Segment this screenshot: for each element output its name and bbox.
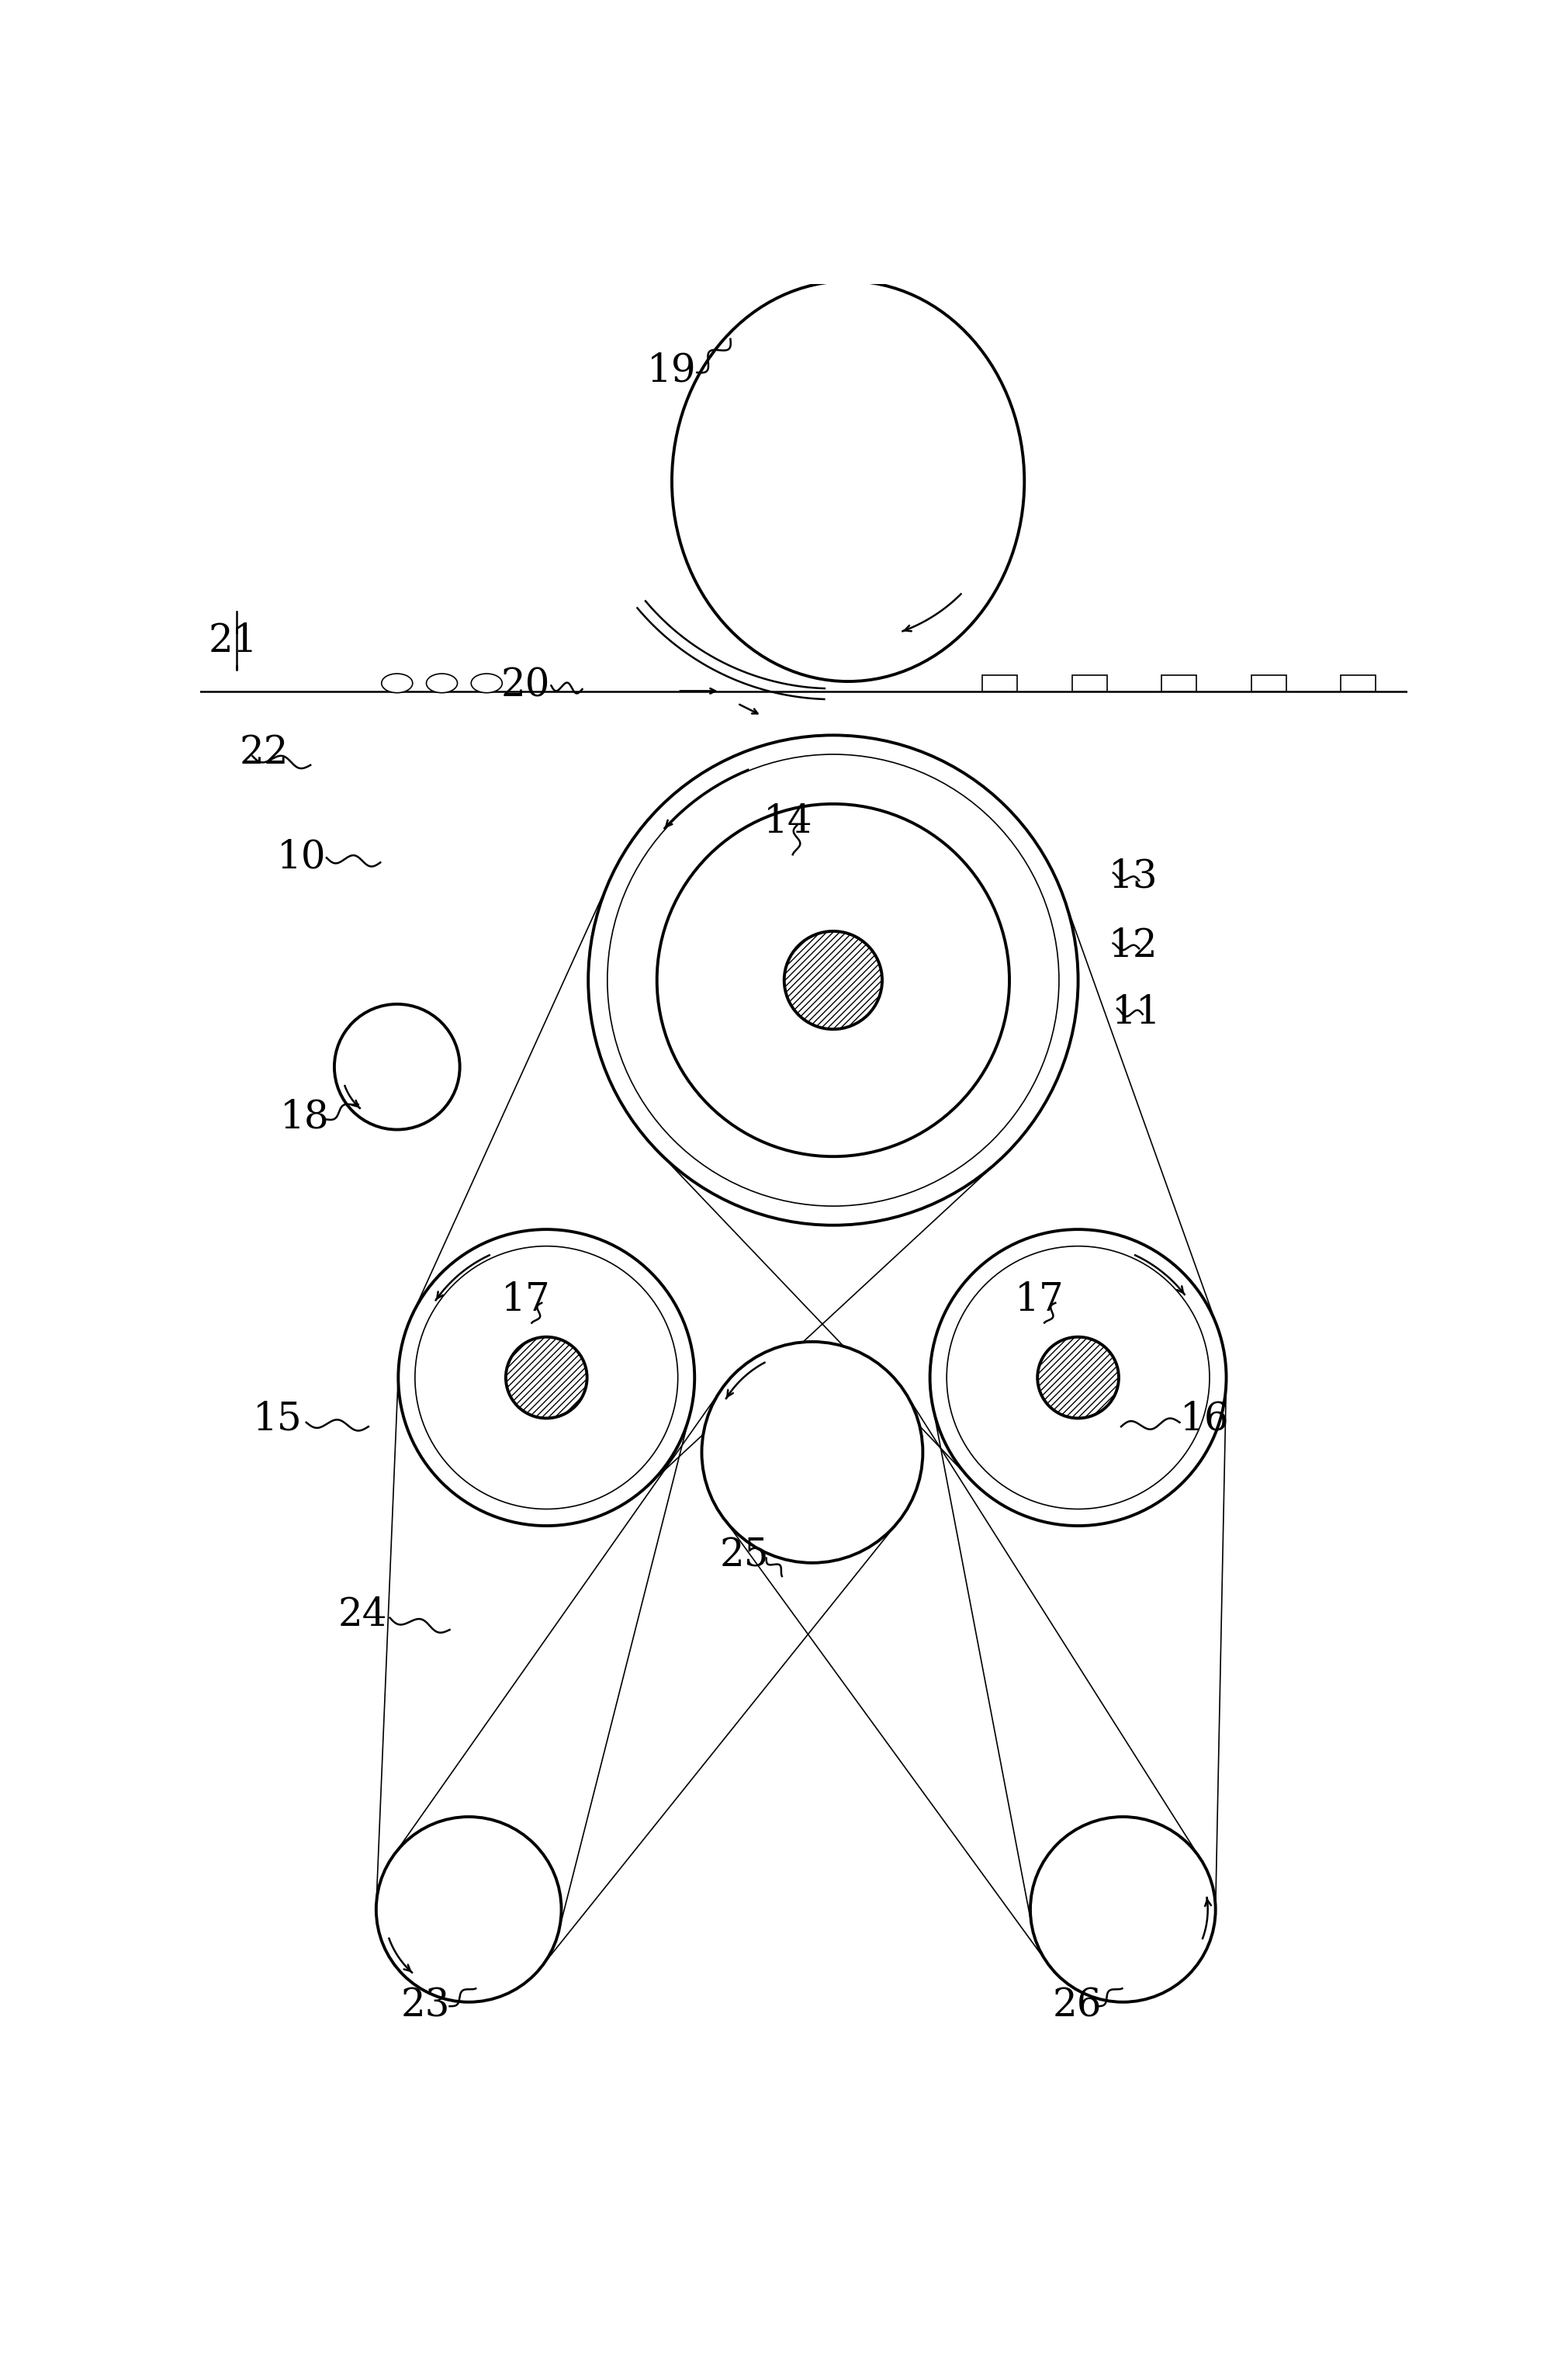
Text: 25: 25 (720, 1536, 770, 1574)
Circle shape (376, 1818, 561, 2002)
Text: 23: 23 (401, 1986, 450, 2026)
Circle shape (1030, 1818, 1215, 2002)
Text: 18: 18 (279, 1098, 329, 1136)
Circle shape (588, 736, 1079, 1226)
Text: 24: 24 (337, 1595, 387, 1636)
FancyBboxPatch shape (1162, 675, 1196, 691)
Circle shape (702, 1342, 924, 1562)
Text: 10: 10 (278, 838, 326, 876)
FancyBboxPatch shape (983, 675, 1018, 691)
Circle shape (506, 1337, 586, 1418)
Text: 14: 14 (764, 802, 814, 840)
Circle shape (784, 930, 883, 1030)
Circle shape (657, 805, 1010, 1157)
Ellipse shape (381, 675, 412, 694)
FancyBboxPatch shape (1251, 675, 1286, 691)
Text: 12: 12 (1109, 928, 1157, 966)
Circle shape (334, 1004, 459, 1129)
Ellipse shape (470, 675, 502, 694)
Text: 17: 17 (500, 1281, 550, 1318)
Text: 11: 11 (1112, 994, 1162, 1032)
Text: 19: 19 (648, 350, 696, 391)
FancyBboxPatch shape (1341, 675, 1375, 691)
Circle shape (398, 1228, 695, 1527)
Circle shape (947, 1245, 1209, 1510)
Text: 13: 13 (1109, 857, 1157, 897)
Text: 20: 20 (500, 667, 550, 705)
Text: 26: 26 (1052, 1986, 1102, 2026)
Text: 21: 21 (209, 623, 257, 660)
FancyBboxPatch shape (1073, 675, 1107, 691)
Circle shape (1038, 1337, 1118, 1418)
Circle shape (930, 1228, 1226, 1527)
Ellipse shape (426, 675, 458, 694)
Text: 16: 16 (1181, 1401, 1229, 1439)
Ellipse shape (671, 282, 1024, 682)
Circle shape (607, 755, 1058, 1207)
Text: 15: 15 (252, 1401, 303, 1439)
Circle shape (416, 1245, 677, 1510)
Text: 17: 17 (1014, 1281, 1065, 1318)
Text: 22: 22 (240, 734, 289, 772)
